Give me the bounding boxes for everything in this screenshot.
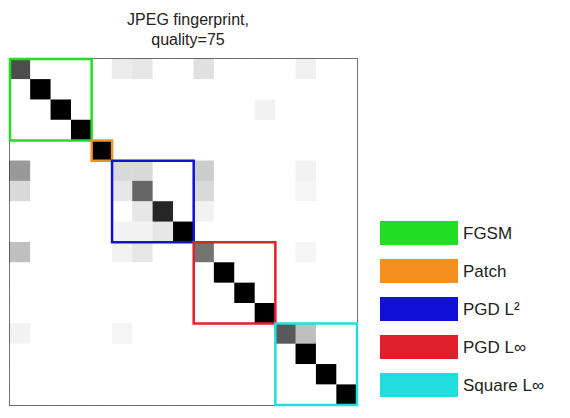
svg-text:FGSM: FGSM [463, 224, 512, 243]
svg-text:Square L∞: Square L∞ [463, 376, 544, 395]
svg-text:quality=75: quality=75 [151, 31, 224, 48]
svg-text:Patch: Patch [463, 262, 506, 281]
svg-text:PGD L²: PGD L² [463, 300, 520, 319]
svg-text:JPEG fingerprint,: JPEG fingerprint, [127, 11, 249, 28]
svg-text:PGD L∞: PGD L∞ [463, 338, 526, 357]
